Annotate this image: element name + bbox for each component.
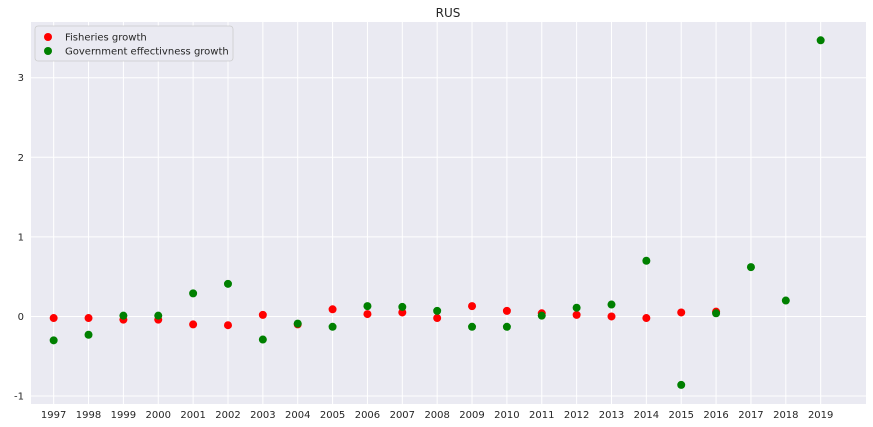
fisheries-point <box>607 312 616 321</box>
government-point <box>572 303 581 312</box>
x-tick-label: 1997 <box>41 410 66 421</box>
government-point <box>502 322 511 331</box>
x-tick-label: 2012 <box>564 410 589 421</box>
x-tick-label: 2017 <box>738 410 763 421</box>
fisheries-point <box>84 314 93 323</box>
government-point <box>258 335 267 344</box>
government-point <box>223 279 232 288</box>
chart-title: RUS <box>436 6 461 20</box>
legend: Fisheries growth Government effectivness… <box>34 25 234 62</box>
x-tick-label: 2016 <box>703 410 728 421</box>
x-tick-label: 2008 <box>424 410 449 421</box>
government-point <box>49 336 58 345</box>
government-point <box>677 380 686 389</box>
y-axis-ticks: -1 0 1 2 3 <box>14 73 24 402</box>
y-tick-label: 2 <box>18 153 24 164</box>
y-tick-label: 3 <box>18 73 24 84</box>
fisheries-point <box>468 302 477 311</box>
government-point <box>189 289 198 298</box>
x-tick-label: 2007 <box>390 410 415 421</box>
x-tick-label: 2003 <box>250 410 275 421</box>
legend-marker-government <box>44 47 52 55</box>
fisheries-point <box>363 310 372 319</box>
legend-box <box>34 25 234 62</box>
x-tick-label: 1999 <box>111 410 136 421</box>
fisheries-point <box>223 321 232 330</box>
government-point <box>398 302 407 311</box>
government-point <box>607 300 616 309</box>
x-tick-label: 2019 <box>808 410 833 421</box>
government-point <box>363 302 372 311</box>
government-point <box>293 319 302 328</box>
government-point <box>433 306 442 315</box>
government-point <box>746 263 755 272</box>
government-point <box>642 256 651 265</box>
government-point <box>537 311 546 320</box>
government-point <box>119 311 128 320</box>
y-tick-label: -1 <box>14 392 24 403</box>
fisheries-point <box>677 308 686 317</box>
x-tick-label: 2015 <box>668 410 693 421</box>
x-tick-label: 2013 <box>599 410 624 421</box>
x-axis-ticks: 1997 1998 1999 2000 2001 2002 2003 2004 2005 2006… <box>41 410 833 421</box>
fisheries-point <box>642 314 651 323</box>
x-tick-label: 2010 <box>494 410 519 421</box>
x-tick-label: 2002 <box>215 410 240 421</box>
government-point <box>468 322 477 331</box>
fisheries-point <box>433 314 442 323</box>
government-point <box>816 36 825 45</box>
grid <box>31 22 866 404</box>
plot-background <box>31 22 866 404</box>
legend-label-fisheries: Fisheries growth <box>65 33 147 44</box>
y-tick-label: 1 <box>18 232 24 243</box>
data-points <box>49 36 825 389</box>
fisheries-point <box>258 310 267 319</box>
fisheries-point <box>398 308 407 317</box>
series-government-effectiveness-growth <box>49 36 825 389</box>
x-tick-label: 2014 <box>634 410 659 421</box>
government-point <box>712 309 721 318</box>
fisheries-point <box>328 305 337 314</box>
fisheries-point <box>502 306 511 315</box>
legend-label-government: Government effectivness growth <box>65 47 229 58</box>
x-tick-label: 2011 <box>529 410 554 421</box>
legend-marker-fisheries <box>44 33 52 41</box>
x-tick-label: 2006 <box>355 410 380 421</box>
fisheries-point <box>572 310 581 319</box>
x-tick-label: 1998 <box>76 410 101 421</box>
government-point <box>154 311 163 320</box>
x-tick-label: 2009 <box>459 410 484 421</box>
y-tick-label: 0 <box>18 312 24 323</box>
government-point <box>328 322 337 331</box>
x-tick-label: 2005 <box>320 410 345 421</box>
government-point <box>781 296 790 305</box>
government-point <box>84 330 93 339</box>
x-tick-label: 2000 <box>146 410 171 421</box>
fisheries-point <box>189 320 198 329</box>
x-tick-label: 2018 <box>773 410 798 421</box>
x-tick-label: 2004 <box>285 410 310 421</box>
x-tick-label: 2001 <box>180 410 205 421</box>
fisheries-point <box>49 314 58 323</box>
